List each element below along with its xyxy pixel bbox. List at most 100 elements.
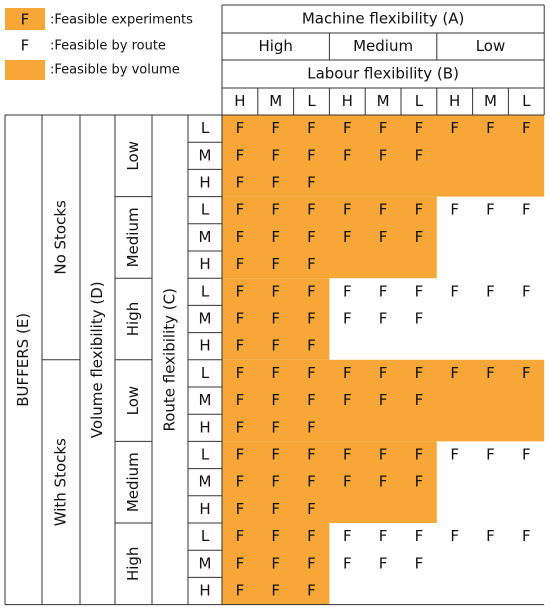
cell: F <box>415 282 424 300</box>
volume-label: Medium <box>124 207 142 267</box>
cell: F <box>271 582 280 600</box>
cell: F <box>307 446 316 464</box>
volume-label: Low <box>124 386 142 416</box>
cell: F <box>343 228 352 246</box>
cell: F <box>415 201 424 219</box>
cell: F <box>307 228 316 246</box>
cell: F <box>415 310 424 328</box>
volume-shade <box>222 196 437 279</box>
cell: F <box>271 255 280 273</box>
labour-level: M <box>377 92 390 110</box>
cell: F <box>236 554 245 572</box>
cell: F <box>307 174 316 192</box>
cell: F <box>343 310 352 328</box>
cell: F <box>379 527 388 545</box>
cell: F <box>522 282 531 300</box>
machine-title: Machine flexibility (A) <box>302 10 465 28</box>
cell: F <box>486 201 495 219</box>
route-label: H <box>199 418 210 436</box>
cell: F <box>307 201 316 219</box>
cell: F <box>271 201 280 219</box>
route-label: L <box>201 364 210 382</box>
volume-label: High <box>124 302 142 336</box>
legend-swatch <box>5 8 45 30</box>
route-label: M <box>199 473 212 491</box>
cell: F <box>379 554 388 572</box>
route-label: M <box>199 310 212 328</box>
cell: F <box>307 310 316 328</box>
cell: F <box>522 446 531 464</box>
cell: F <box>236 418 245 436</box>
cell: F <box>271 282 280 300</box>
cell: F <box>236 146 245 164</box>
labour-level: M <box>269 92 282 110</box>
cell: F <box>379 364 388 382</box>
labour-level: M <box>484 92 497 110</box>
route-label: L <box>201 282 210 300</box>
legend-label: :Feasible by volume <box>50 63 180 78</box>
cell: F <box>236 473 245 491</box>
cell: F <box>236 228 245 246</box>
volume-shade <box>222 115 545 197</box>
route-label: H <box>199 500 210 518</box>
volume-label: Medium <box>124 452 142 512</box>
labour-level: H <box>342 92 353 110</box>
cell: F <box>450 282 459 300</box>
cell: F <box>343 554 352 572</box>
cell: F <box>379 446 388 464</box>
cell: F <box>271 310 280 328</box>
cell: F <box>271 500 280 518</box>
cell: F <box>379 473 388 491</box>
cell: F <box>271 418 280 436</box>
cell: F <box>415 554 424 572</box>
cell: F <box>379 146 388 164</box>
cell: F <box>271 473 280 491</box>
cell: F <box>236 364 245 382</box>
route-label: M <box>199 391 212 409</box>
cell: F <box>236 255 245 273</box>
cell: F <box>415 527 424 545</box>
machine-level: High <box>258 37 292 55</box>
route-label: H <box>199 174 210 192</box>
cell: F <box>450 446 459 464</box>
machine-level: Medium <box>353 37 413 55</box>
cell: F <box>486 527 495 545</box>
cell: F <box>415 446 424 464</box>
volume-label: High <box>124 547 142 581</box>
cell: F <box>271 446 280 464</box>
route-label: M <box>199 146 212 164</box>
stock-label: No Stocks <box>52 200 70 275</box>
cell: F <box>379 391 388 409</box>
cell: F <box>343 201 352 219</box>
cell: F <box>415 391 424 409</box>
cell: F <box>343 146 352 164</box>
cell: F <box>271 554 280 572</box>
cell: F <box>236 582 245 600</box>
cell: F <box>307 473 316 491</box>
cell: F <box>307 146 316 164</box>
legend-symbol: F <box>21 37 30 55</box>
cell: F <box>450 119 459 137</box>
volume-shade <box>222 278 330 360</box>
cell: F <box>271 364 280 382</box>
cell: F <box>343 391 352 409</box>
labour-level: L <box>307 92 316 110</box>
stock-label: With Stocks <box>52 438 70 526</box>
cell: F <box>307 582 316 600</box>
cell: F <box>379 228 388 246</box>
route-label: M <box>199 554 212 572</box>
cell: F <box>343 282 352 300</box>
cell: F <box>343 473 352 491</box>
labour-level: H <box>234 92 245 110</box>
cell: F <box>236 119 245 137</box>
cell: F <box>271 391 280 409</box>
cell: F <box>236 446 245 464</box>
route-label: H <box>199 337 210 355</box>
route-label: H <box>199 582 210 600</box>
cell: F <box>236 201 245 219</box>
cell: F <box>236 337 245 355</box>
buffers-title: BUFFERS (E) <box>14 313 32 407</box>
labour-level: H <box>449 92 460 110</box>
route-label: M <box>199 228 212 246</box>
cell: F <box>450 201 459 219</box>
